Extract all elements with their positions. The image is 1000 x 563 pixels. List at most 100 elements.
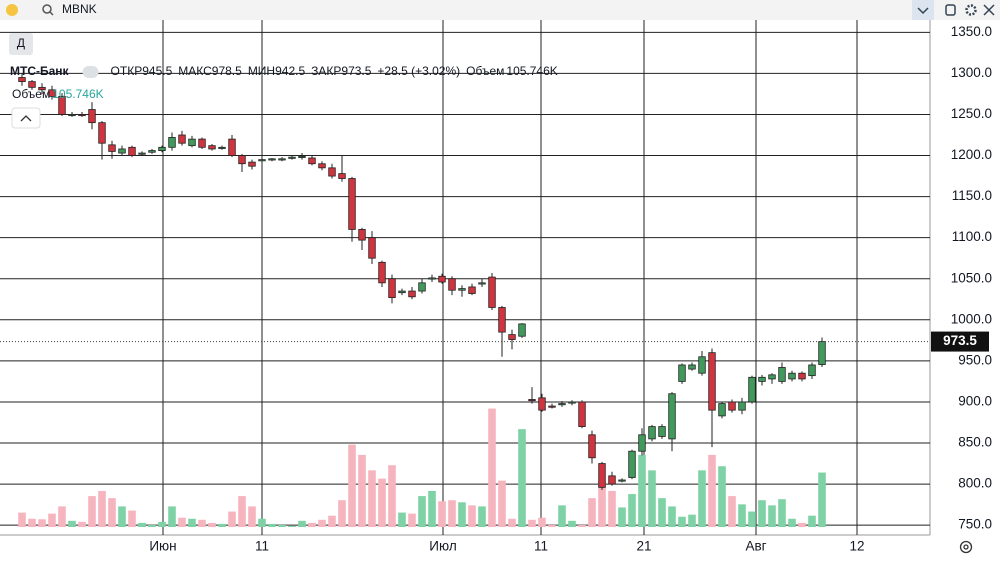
candle-body bbox=[418, 282, 426, 292]
candle-body bbox=[718, 403, 726, 417]
candle-body bbox=[118, 148, 126, 154]
volume-bar bbox=[128, 510, 136, 527]
collapse-arrow bbox=[20, 115, 32, 122]
candle-body bbox=[668, 393, 676, 440]
x-tick-label: 11 bbox=[255, 539, 269, 554]
volume-bar bbox=[178, 517, 186, 527]
window-button[interactable] bbox=[945, 4, 956, 16]
search-icon-handle bbox=[49, 11, 54, 16]
volume-bar bbox=[118, 506, 126, 527]
candle-body bbox=[768, 374, 776, 380]
candle-body bbox=[248, 161, 256, 167]
candle-body bbox=[268, 158, 276, 161]
volume-bar bbox=[148, 524, 156, 527]
volume-bar bbox=[198, 519, 206, 527]
candle-body bbox=[518, 323, 526, 337]
volume-bar bbox=[348, 444, 356, 527]
volume-bar bbox=[508, 518, 516, 527]
candle-body bbox=[528, 399, 536, 402]
candle-body bbox=[428, 277, 436, 280]
search-icon[interactable] bbox=[42, 4, 52, 14]
volume-bar bbox=[248, 506, 256, 527]
y-tick-label: 1000.0 bbox=[951, 311, 992, 326]
volume-bar bbox=[468, 505, 476, 527]
volume-bar bbox=[708, 454, 716, 527]
y-tick-label: 1250.0 bbox=[951, 106, 992, 121]
candle-body bbox=[688, 364, 696, 370]
candle-body bbox=[728, 401, 736, 411]
dropdown[interactable] bbox=[912, 0, 934, 20]
volume-bar bbox=[228, 511, 236, 527]
y-tick-label: 800.0 bbox=[958, 476, 992, 491]
candle-body bbox=[738, 401, 746, 411]
candle-body bbox=[798, 372, 806, 380]
volume-bar bbox=[648, 470, 656, 527]
candle-body bbox=[28, 81, 36, 88]
candle-body bbox=[258, 159, 266, 162]
volume-bar bbox=[698, 470, 706, 527]
volume-bar bbox=[498, 480, 506, 527]
candle-body bbox=[558, 403, 566, 406]
volume-bar bbox=[788, 518, 796, 527]
volume-bar bbox=[478, 506, 486, 527]
collapse-button[interactable] bbox=[11, 107, 41, 129]
volume-bar bbox=[98, 490, 106, 527]
candle-body bbox=[788, 372, 796, 380]
legend-value: 978.5 bbox=[212, 64, 242, 78]
volume-bar bbox=[368, 470, 376, 527]
candle-body bbox=[478, 282, 486, 285]
interval-label[interactable]: Д bbox=[17, 36, 25, 50]
y-tick-label: 750.0 bbox=[958, 517, 992, 532]
volume-value: 105.746K bbox=[52, 87, 103, 101]
candle-body bbox=[438, 275, 446, 283]
volume-bar bbox=[818, 472, 826, 527]
candle-body bbox=[198, 138, 206, 148]
candle-body bbox=[698, 356, 706, 374]
last-price-tag bbox=[931, 331, 989, 352]
candle-body bbox=[188, 138, 196, 147]
candle-body bbox=[378, 261, 386, 284]
candle-body bbox=[278, 158, 286, 161]
volume-bar bbox=[588, 498, 596, 527]
volume-bar bbox=[218, 523, 226, 527]
candle-body bbox=[48, 89, 56, 97]
volume-bar bbox=[138, 522, 146, 527]
reset-button[interactable] bbox=[959, 540, 973, 554]
volume-bar bbox=[668, 506, 676, 527]
volume-bar bbox=[28, 518, 36, 527]
volume-bar bbox=[338, 500, 346, 527]
volume-bar bbox=[768, 505, 776, 527]
volume-bar bbox=[558, 505, 566, 527]
status-dot bbox=[6, 4, 18, 16]
volume-bar bbox=[68, 520, 76, 527]
volume-bar bbox=[18, 512, 26, 527]
volume-bar bbox=[808, 515, 816, 527]
y-tick-label: 1300.0 bbox=[951, 65, 992, 80]
candle-body bbox=[108, 144, 116, 152]
volume-bar bbox=[298, 520, 306, 527]
candle-body bbox=[368, 237, 376, 259]
candle-body bbox=[808, 364, 816, 377]
settings-button[interactable] bbox=[965, 4, 977, 16]
candle-body bbox=[88, 109, 96, 124]
search-text[interactable]: MBNK bbox=[62, 2, 97, 16]
x-tick-label: 12 bbox=[849, 539, 864, 554]
volume-bar bbox=[288, 525, 296, 527]
volume-bar bbox=[738, 504, 746, 527]
volume-bar bbox=[278, 524, 286, 527]
candle-body bbox=[448, 278, 456, 291]
candle-body bbox=[458, 288, 466, 291]
candle-body bbox=[338, 173, 346, 179]
interval-button[interactable] bbox=[9, 33, 33, 55]
volume-bar bbox=[268, 523, 276, 527]
volume-bar bbox=[568, 520, 576, 527]
candle-body bbox=[98, 122, 106, 144]
close-button[interactable] bbox=[983, 4, 995, 16]
volume-bar bbox=[188, 518, 196, 527]
x-tick-label: 21 bbox=[636, 539, 651, 554]
volume-bar bbox=[208, 522, 216, 527]
volume-bar bbox=[418, 496, 426, 527]
volume-bar bbox=[158, 521, 166, 527]
candle-body bbox=[638, 434, 646, 452]
